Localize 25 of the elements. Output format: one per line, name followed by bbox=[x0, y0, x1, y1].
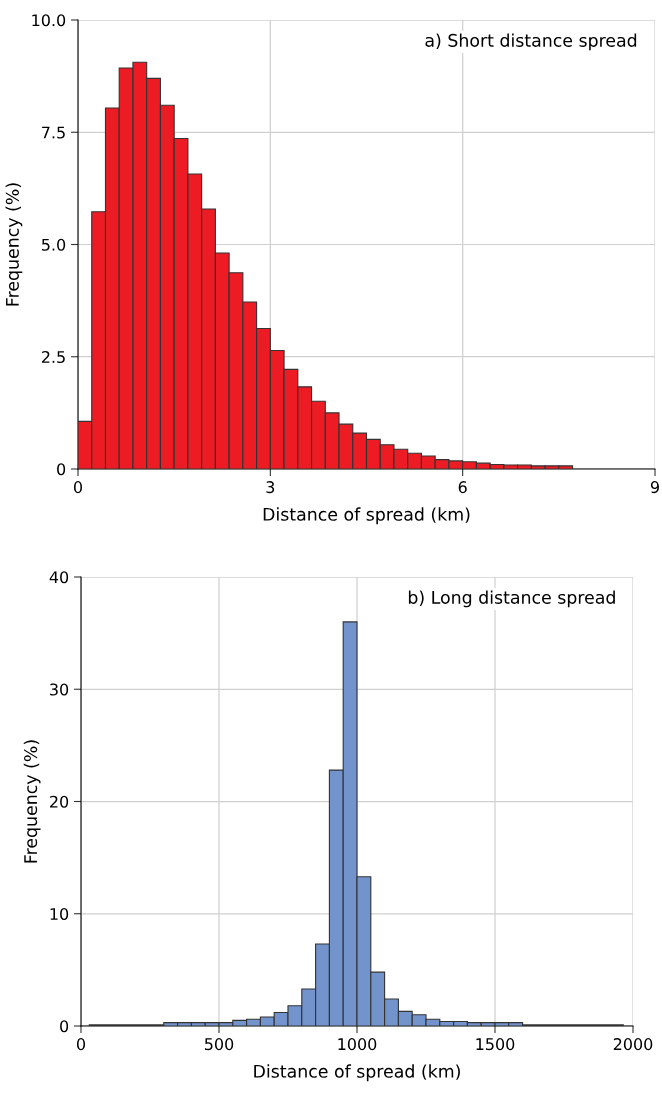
y-tick-label: 7.5 bbox=[42, 126, 65, 139]
x-tick-label: 0 bbox=[76, 1038, 86, 1051]
x-tick-label: 0 bbox=[73, 481, 83, 494]
x-tick-label: 1500 bbox=[476, 1038, 515, 1051]
x-tick-label: 500 bbox=[204, 1038, 234, 1051]
x-axis-title: Distance of spread (km) bbox=[263, 507, 470, 525]
y-tick-label: 40 bbox=[49, 571, 69, 584]
x-tick-label: 1000 bbox=[338, 1038, 377, 1051]
y-tick-label: 0 bbox=[60, 1020, 69, 1033]
x-tick-label: 2000 bbox=[613, 1038, 653, 1051]
annotation: b) Long distance spread bbox=[408, 590, 615, 608]
y-tick-label: 2.5 bbox=[41, 350, 65, 364]
y-tick-label: 10.0 bbox=[32, 14, 66, 27]
y-tick-label: 10 bbox=[50, 907, 69, 921]
x-tick-label: 9 bbox=[650, 481, 659, 494]
y-axis-title: Frequency (%) bbox=[5, 183, 23, 306]
y-tick-label: 0 bbox=[57, 463, 66, 476]
x-axis-title: Distance of spread (km) bbox=[254, 1064, 460, 1082]
y-tick-label: 30 bbox=[50, 683, 69, 696]
x-tick-label: 3 bbox=[266, 481, 275, 494]
y-tick-label: 20 bbox=[50, 795, 69, 808]
x-tick-label: 6 bbox=[458, 481, 467, 494]
y-axis-title: Frequency (%) bbox=[23, 740, 41, 863]
annotation: a) Short distance spread bbox=[425, 33, 637, 51]
y-tick-label: 5.0 bbox=[42, 238, 66, 251]
